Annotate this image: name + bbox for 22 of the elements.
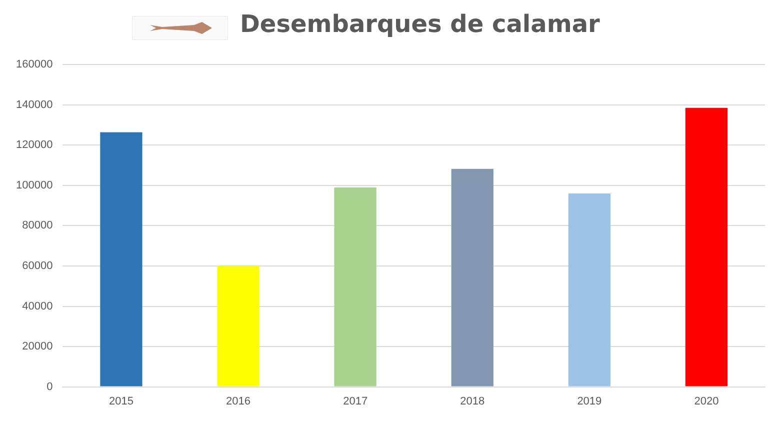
y-tick-label: 80000: [22, 220, 53, 232]
y-tick-label: 60000: [22, 260, 53, 272]
y-tick-label: 160000: [16, 58, 53, 71]
y-tick-label: 20000: [22, 340, 53, 353]
y-tick-label: 140000: [16, 98, 53, 111]
bar: [334, 187, 376, 386]
x-tick-label: 2016: [226, 395, 251, 408]
x-tick-label: 2017: [343, 395, 368, 408]
y-tick-label: 0: [46, 380, 53, 393]
x-tick-label: 2020: [694, 395, 719, 408]
bar: [217, 266, 260, 386]
x-tick-label: 2019: [577, 395, 602, 408]
x-tick-label: 2015: [108, 395, 134, 408]
bar: [685, 108, 728, 386]
bar: [568, 193, 610, 386]
chart-title: Desembarques de calamar: [240, 10, 600, 38]
bar: [100, 132, 142, 386]
y-tick-label: 120000: [16, 139, 53, 152]
x-tick-label: 2018: [460, 395, 485, 408]
y-tick-label: 40000: [22, 300, 53, 312]
y-tick-label: 100000: [16, 179, 53, 192]
bar: [451, 168, 494, 386]
